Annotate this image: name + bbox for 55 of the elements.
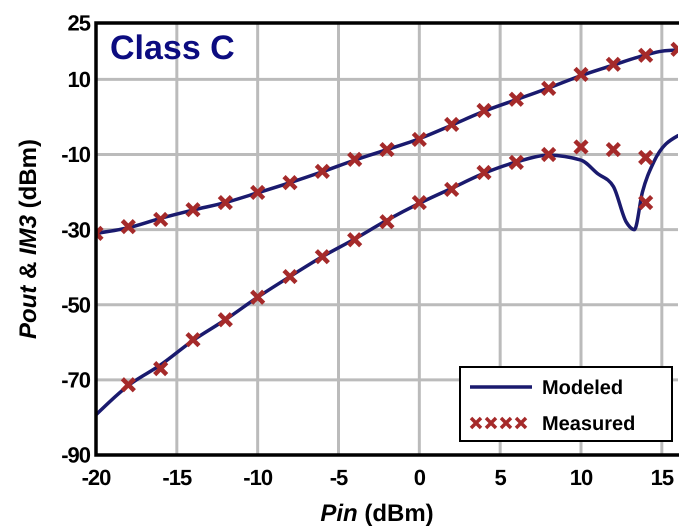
- point: [476, 102, 492, 119]
- y-tick-label: -90: [61, 442, 91, 468]
- y-axis-title: Pout & IM3 (dBm): [15, 139, 42, 339]
- point: [217, 194, 234, 211]
- point: [443, 116, 460, 133]
- point: [508, 91, 525, 108]
- y-tick-label: -30: [61, 217, 91, 242]
- point: [152, 211, 169, 228]
- y-tick-label: 25: [68, 10, 91, 36]
- point: [346, 232, 363, 248]
- point: [184, 331, 202, 348]
- x-tick-label: 0: [414, 465, 426, 490]
- point: [540, 146, 557, 163]
- point: [120, 376, 137, 394]
- point: [605, 56, 622, 73]
- chart-title: Class C: [110, 29, 235, 67]
- y-tick-label: -50: [61, 292, 91, 318]
- x-tick-label: -10: [243, 465, 273, 490]
- point: [378, 213, 396, 230]
- point: [411, 131, 428, 148]
- point: [346, 151, 363, 168]
- point: [249, 184, 266, 201]
- legend-label: Modeled: [542, 377, 624, 399]
- legend-label: Measured: [542, 413, 636, 435]
- point: [282, 268, 298, 285]
- point: [378, 141, 396, 158]
- x-tick-label: 15: [650, 465, 674, 490]
- x-tick-label: 10: [570, 465, 593, 490]
- x-tick-label: -15: [162, 465, 192, 490]
- point: [605, 141, 622, 158]
- point: [572, 138, 590, 156]
- x-axis-title: Pin (dBm): [320, 500, 434, 527]
- point: [184, 201, 202, 218]
- point: [476, 164, 492, 181]
- point: [508, 154, 525, 171]
- y-tick-label: 10: [68, 67, 91, 92]
- y-tick-label: -10: [61, 142, 91, 168]
- point: [282, 174, 298, 191]
- point: [249, 288, 266, 306]
- x-tick-label: 5: [494, 465, 507, 490]
- x-tick-label: -20: [82, 465, 112, 490]
- point: [637, 194, 654, 211]
- point: [411, 194, 428, 211]
- point: [314, 248, 331, 265]
- point: [152, 360, 169, 377]
- point: [217, 312, 234, 328]
- x-tick-label: -5: [330, 465, 348, 490]
- point: [120, 218, 137, 235]
- point: [637, 149, 654, 166]
- point: [572, 66, 590, 83]
- point: [540, 80, 557, 97]
- y-tick-label: -70: [61, 368, 91, 393]
- point: [637, 47, 654, 64]
- point: [314, 163, 331, 180]
- point: [443, 181, 460, 198]
